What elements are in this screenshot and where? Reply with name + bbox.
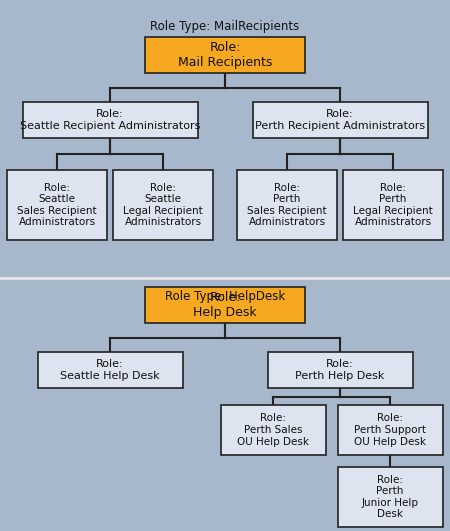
Text: Role Type: HelpDesk: Role Type: HelpDesk: [165, 290, 285, 303]
FancyBboxPatch shape: [145, 37, 305, 73]
FancyBboxPatch shape: [252, 102, 428, 138]
Text: Role:
Perth Sales
OU Help Desk: Role: Perth Sales OU Help Desk: [237, 414, 309, 447]
FancyBboxPatch shape: [22, 102, 198, 138]
FancyBboxPatch shape: [267, 352, 413, 388]
Text: Role Type: MailRecipients: Role Type: MailRecipients: [150, 20, 300, 33]
Text: Role:
Perth
Legal Recipient
Administrators: Role: Perth Legal Recipient Administrato…: [353, 183, 433, 227]
Text: Role:
Mail Recipients: Role: Mail Recipients: [178, 41, 272, 69]
Text: Role:
Seattle
Sales Recipient
Administrators: Role: Seattle Sales Recipient Administra…: [17, 183, 97, 227]
FancyBboxPatch shape: [145, 287, 305, 323]
Text: Role:
Perth Recipient Administrators: Role: Perth Recipient Administrators: [255, 109, 425, 131]
Text: Role:
Seattle
Legal Recipient
Administrators: Role: Seattle Legal Recipient Administra…: [123, 183, 203, 227]
FancyBboxPatch shape: [338, 467, 442, 527]
FancyBboxPatch shape: [220, 405, 325, 455]
FancyBboxPatch shape: [113, 170, 213, 240]
Text: Role:
Perth Help Desk: Role: Perth Help Desk: [295, 359, 385, 381]
FancyBboxPatch shape: [338, 405, 442, 455]
FancyBboxPatch shape: [237, 170, 337, 240]
Text: Role:
Perth
Sales Recipient
Administrators: Role: Perth Sales Recipient Administrato…: [247, 183, 327, 227]
FancyBboxPatch shape: [37, 352, 183, 388]
Text: Role:
Seattle Help Desk: Role: Seattle Help Desk: [60, 359, 160, 381]
Text: Role:
Perth Support
OU Help Desk: Role: Perth Support OU Help Desk: [354, 414, 426, 447]
FancyBboxPatch shape: [7, 170, 107, 240]
Text: Role:
Help Desk: Role: Help Desk: [193, 291, 257, 319]
Text: Role:
Seattle Recipient Administrators: Role: Seattle Recipient Administrators: [20, 109, 200, 131]
Text: Role:
Perth
Junior Help
Desk: Role: Perth Junior Help Desk: [361, 475, 418, 519]
FancyBboxPatch shape: [343, 170, 443, 240]
